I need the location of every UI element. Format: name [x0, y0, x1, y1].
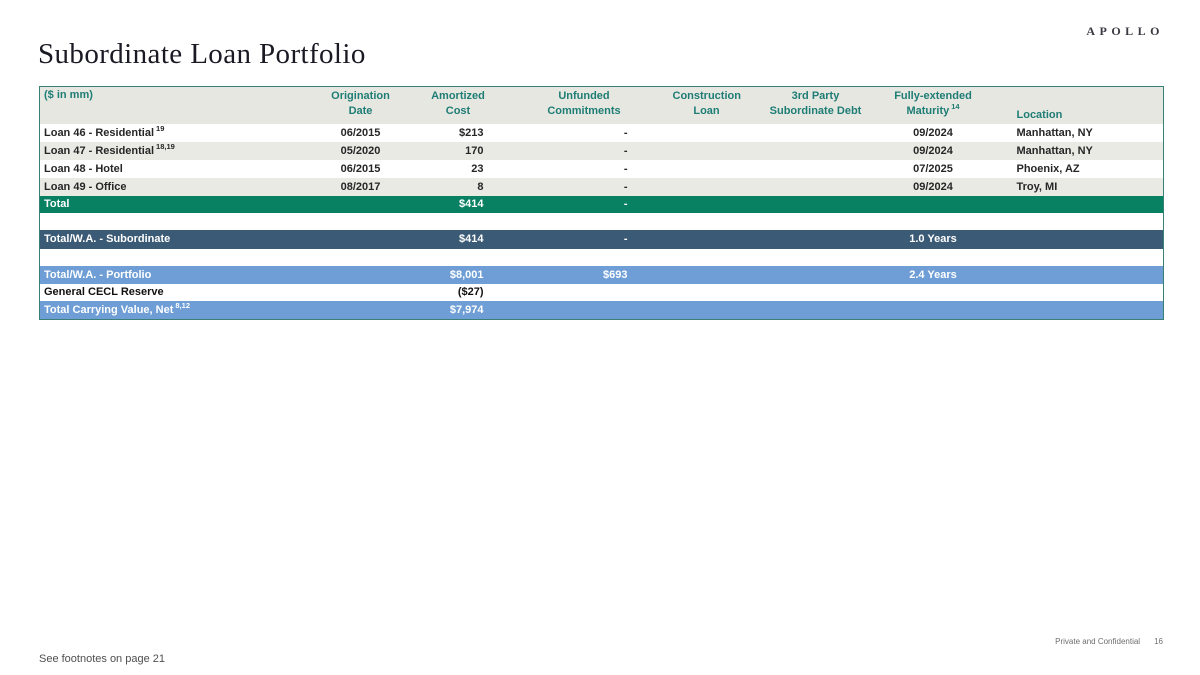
origination-date: 08/2017 [300, 177, 421, 196]
loan-label: Loan 49 - Office [44, 180, 127, 193]
maturity: 09/2024 [890, 141, 976, 160]
maturity-footnote-ref: 14 [951, 102, 960, 112]
maturity: 07/2025 [913, 162, 953, 175]
construction-loan: - [495, 177, 673, 196]
footnote-ref: 8,12 [175, 301, 190, 311]
header-fully-extended-maturity: Fully-extended Maturity 14 [890, 86, 976, 124]
header-construction-loan: Construction Loan [672, 86, 741, 124]
loan-row-47: Loan 47 - Residential 18,19 05/2020 170 -… [39, 141, 1164, 160]
header-location: Location [975, 86, 1164, 124]
total-portfolio-row: Total/W.A. - Portfolio $8,001 $693 2.4 Y… [39, 265, 1164, 284]
portfolio-wa-maturity: 2.4 Years [890, 265, 976, 284]
header-amortized-cost: Amortized Cost [420, 86, 496, 124]
total-subordinate-row: Total/W.A. - Subordinate $414 - 1.0 Year… [39, 229, 1164, 249]
carrying-value-label: Total Carrying Value, Net [44, 303, 174, 316]
loan-row-48: Loan 48 - Hotel 06/2015 23 - 07/2025 Pho… [40, 160, 1164, 178]
subordinate-loan-table: ($ in mm) Origination Date Amortized Cost … [39, 86, 1164, 320]
header-row: ($ in mm) Origination Date Amortized Cost … [39, 86, 1164, 124]
origination-date: 05/2020 [300, 141, 421, 160]
portfolio-unfunded: $693 [495, 265, 673, 284]
total-cost: $414 [420, 195, 496, 213]
portfolio-label: Total/W.A. - Portfolio [39, 265, 301, 284]
construction-loan [672, 177, 741, 196]
loan-row-49: Loan 49 - Office 08/2017 8 - 09/2024 Tro… [39, 177, 1164, 196]
footnotes-reference: See footnotes on page 21 [39, 653, 165, 665]
cecl-amount: ($27) [457, 286, 484, 298]
table-header: ($ in mm) Origination Date Amortized Cost … [39, 86, 1164, 124]
subordinate-label: Total/W.A. - Subordinate [39, 229, 301, 249]
spacer-row [39, 248, 1164, 266]
maturity: 09/2024 [913, 126, 953, 139]
construction-loan [673, 124, 741, 142]
third-party-subordinate-debt [740, 141, 891, 160]
location: Manhattan, NY [975, 141, 1164, 160]
header-unfunded-commitments: Unfunded Commitments [495, 86, 673, 124]
origination-date: 06/2015 [340, 162, 381, 175]
apollo-logo: APOLLO [1086, 24, 1164, 38]
third-party-subordinate-debt [741, 160, 891, 178]
header-origination-date: Origination Date [300, 86, 421, 124]
total-carrying-value-row: Total Carrying Value, Net 8,12 $7,974 [39, 300, 1164, 320]
third-party-subordinate-debt [740, 177, 891, 196]
confidentiality-label: Private and Confidential [1055, 637, 1141, 646]
maturity: 09/2024 [890, 177, 976, 196]
cecl-reserve-row: General CECL Reserve ($27) [40, 284, 1164, 301]
portfolio-cost: $8,001 [420, 265, 496, 284]
total-row: Total $414 - [39, 195, 1164, 213]
amortized-cost: 170 [420, 141, 496, 160]
amortized-cost: 8 [420, 177, 496, 196]
loan-label: Loan 48 - Hotel [44, 162, 123, 175]
loan-row-46: Loan 46 - Residential 19 06/2015 $213 - 0… [40, 124, 1164, 142]
amortized-cost: 23 [471, 162, 484, 175]
subordinate-cost: $414 [420, 229, 496, 249]
page-title: Subordinate Loan Portfolio [38, 38, 366, 70]
unfunded-commitments: - [623, 126, 628, 139]
origination-date: 06/2015 [340, 126, 381, 139]
header-third-party-subordinate-debt: 3rd Party Subordinate Debt [740, 86, 891, 124]
unfunded-commitments: - [623, 162, 628, 175]
footnote-ref: 18,19 [156, 141, 175, 151]
carrying-value-amount: $7,974 [420, 300, 496, 320]
subordinate-unfunded: - [495, 229, 673, 249]
unfunded-commitments: - [495, 141, 673, 160]
page-number: 16 [1154, 637, 1163, 646]
footer: Private and Confidential 16 [1055, 637, 1163, 646]
subordinate-wa-maturity: 1.0 Years [890, 229, 976, 249]
location: Troy, MI [975, 177, 1164, 196]
construction-loan [673, 160, 741, 178]
total-unfunded: - [495, 195, 673, 213]
amortized-cost: $213 [459, 126, 484, 139]
header-unit-label: ($ in mm) [39, 86, 301, 124]
loan-label: Loan 46 - Residential [44, 126, 155, 139]
total-label: Total [39, 195, 301, 213]
footnote-ref: 19 [156, 123, 165, 133]
third-party-subordinate-debt [741, 124, 891, 142]
location: Phoenix, AZ [1016, 162, 1080, 175]
spacer-row [39, 212, 1164, 230]
construction-loan [672, 141, 741, 160]
loan-label: Loan 47 - Residential [44, 144, 155, 157]
location: Manhattan, NY [1016, 126, 1093, 139]
cecl-label: General CECL Reserve [44, 286, 164, 298]
